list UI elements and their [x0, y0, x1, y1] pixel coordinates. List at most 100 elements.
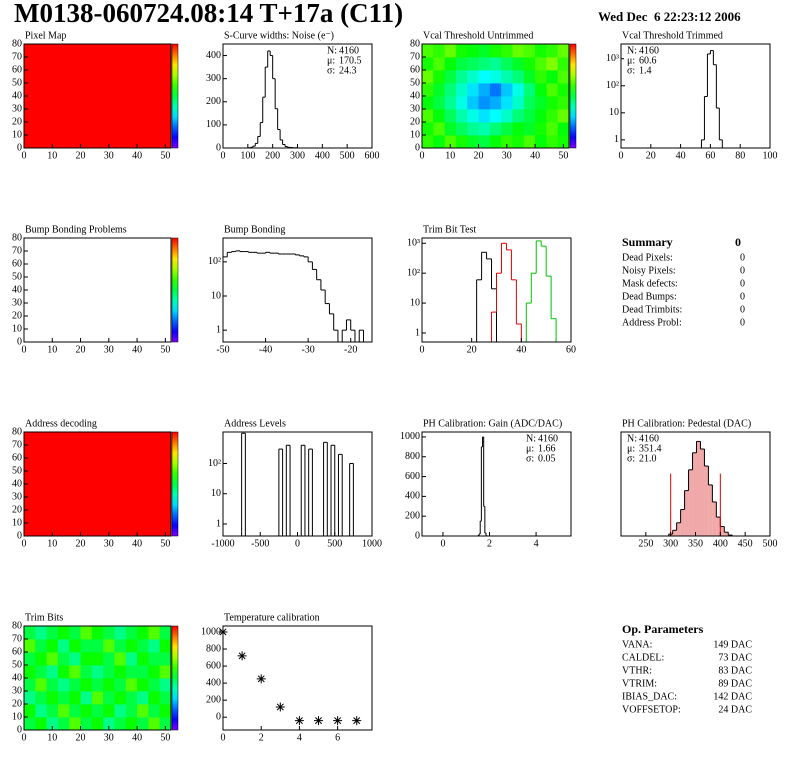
y-tick-label: 20: [12, 698, 22, 709]
x-tick-label: 40: [132, 344, 142, 355]
stats-label: N:: [627, 45, 637, 56]
map-cell: [35, 639, 48, 653]
map-cell: [557, 135, 570, 149]
x-tick-label: 500: [763, 538, 778, 549]
stats-label: μ:: [526, 443, 534, 454]
x-tick-label: 300: [663, 538, 678, 549]
x-tick-label: 20: [76, 538, 86, 549]
map-cell: [557, 44, 570, 58]
stats-value: 351.4: [639, 443, 662, 454]
map-cell: [523, 96, 536, 110]
map-cell: [546, 70, 559, 84]
x-tick-label: 0: [295, 538, 300, 549]
x-tick-label: 0: [420, 344, 425, 355]
x-tick-label: 400: [315, 150, 330, 161]
map-cell: [69, 691, 81, 705]
map-cell: [148, 652, 161, 666]
plot-frame: [421, 237, 572, 343]
map-cell: [501, 83, 513, 97]
y-tick-label: 60: [410, 64, 420, 75]
color-bar: [171, 43, 179, 149]
map-cell: [137, 691, 149, 705]
x-tick-label: 250: [638, 538, 653, 549]
map-cell: [69, 717, 81, 731]
x-tick-label: 1000: [362, 538, 382, 549]
stats-value: 21.0: [639, 453, 657, 464]
map-cell: [455, 70, 468, 84]
x-tick-label: 600: [365, 150, 380, 161]
x-tick-label: 30: [104, 732, 114, 743]
y-tick-label: 20: [12, 504, 22, 515]
x-tick-label: 20: [76, 344, 86, 355]
map-cell: [523, 83, 536, 97]
op-label: CALDEL:: [622, 652, 664, 663]
point: [314, 716, 324, 726]
map-cell: [444, 57, 457, 71]
map-cell: [24, 639, 36, 653]
map-cell: [501, 44, 513, 58]
stats-value: 170.5: [339, 55, 362, 66]
panel-title: PH Calibration: Pedestal (DAC): [622, 418, 751, 429]
map-cell: [114, 678, 127, 692]
map-cell: [80, 626, 93, 640]
stats-label: N:: [327, 45, 337, 56]
hist-fill: [712, 501, 717, 536]
map-cell: [69, 626, 81, 640]
x-tick-label: 20: [76, 150, 86, 161]
x-tick-label: 450: [738, 538, 753, 549]
map-cell: [114, 626, 127, 640]
x-tick-label: 50: [160, 732, 170, 743]
map-cell: [137, 665, 149, 679]
map-cell: [546, 122, 559, 136]
map-cell: [57, 626, 70, 640]
y-tick-label: 10: [12, 129, 22, 140]
x-tick-label: 20: [646, 150, 656, 161]
map-cell: [546, 83, 559, 97]
map-cell: [35, 691, 48, 705]
y-tick-label: 40: [12, 672, 22, 683]
op-label: VTHR:: [622, 665, 652, 676]
map-cell: [467, 83, 479, 97]
stats-label: σ:: [627, 65, 635, 76]
y-tick-label: 10³: [606, 53, 619, 64]
color-bar: [171, 431, 179, 537]
y-tick-label: 0: [415, 142, 420, 153]
map-cell: [80, 704, 93, 718]
map-cell: [523, 122, 536, 136]
stats-value: 24.3: [339, 65, 357, 76]
y-tick-label: 0: [17, 724, 22, 735]
map-cell: [69, 652, 81, 666]
summary-title: Summary: [622, 235, 673, 249]
summary-label: Dead Bumps:: [622, 291, 677, 302]
x-tick-label: 0: [22, 732, 27, 743]
stats-value: 4160: [538, 433, 558, 444]
hist-fill: [696, 441, 701, 536]
map-cell: [137, 678, 149, 692]
map-cell: [24, 678, 36, 692]
x-tick-label: 20: [474, 150, 484, 161]
map-cell: [69, 678, 81, 692]
stats-label: μ:: [327, 55, 335, 66]
x-tick-label: 40: [530, 150, 540, 161]
map-cell: [24, 691, 36, 705]
map-cell: [148, 639, 161, 653]
x-tick-label: -500: [251, 538, 269, 549]
summary-label: Address Probl:: [622, 317, 682, 328]
y-tick-label: 80: [12, 620, 22, 631]
y-tick-label: 0: [17, 142, 22, 153]
y-tick-label: 0: [415, 530, 420, 541]
map-cell: [501, 57, 513, 71]
map-cell: [148, 678, 161, 692]
y-tick-label: 10³: [407, 238, 420, 249]
map-cell: [422, 57, 434, 71]
map-cell: [489, 122, 502, 136]
x-tick-label: 50: [160, 344, 170, 355]
stats-box: [523, 433, 569, 466]
x-tick-label: 0: [420, 150, 425, 161]
y-tick-label: 0: [216, 712, 221, 723]
stats-value: 1.66: [538, 443, 556, 454]
op-value: 73 DAC: [718, 652, 752, 663]
map-cell: [91, 717, 104, 731]
x-tick-label: 40: [516, 344, 526, 355]
y-tick-label: 0: [216, 142, 221, 153]
